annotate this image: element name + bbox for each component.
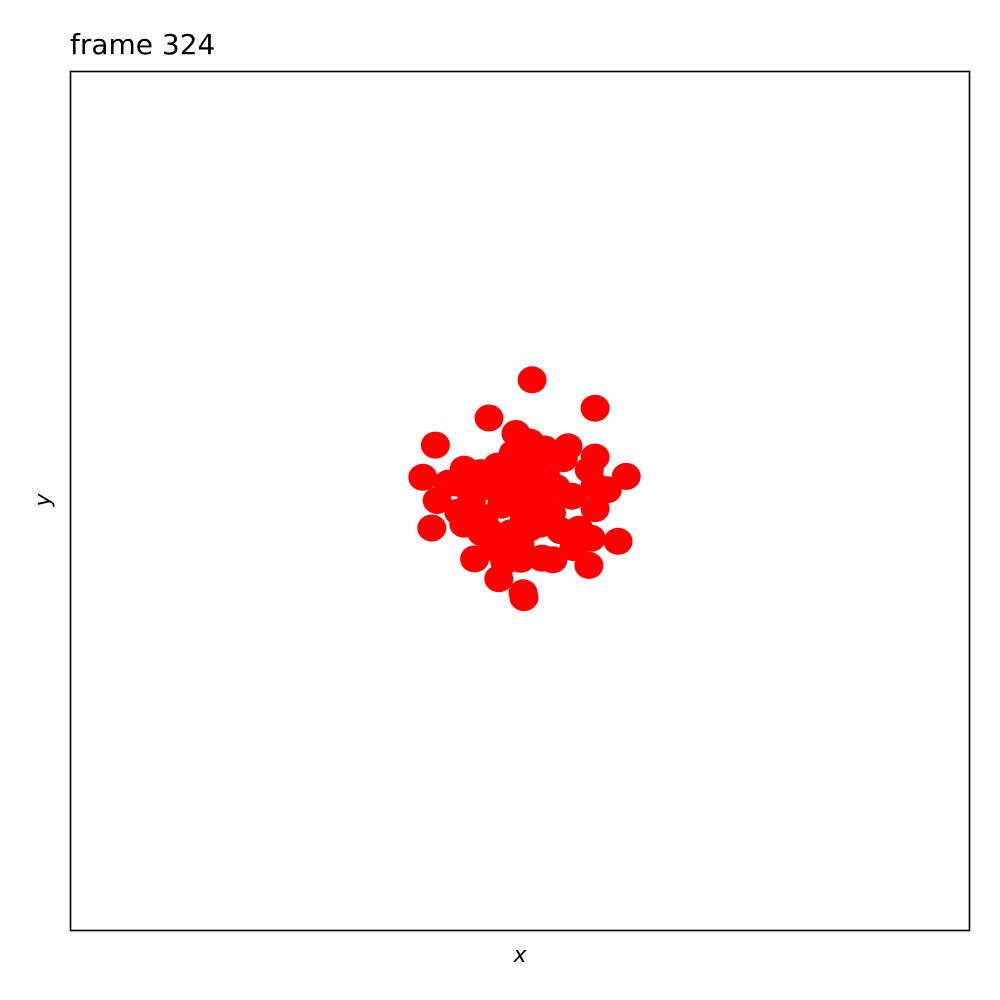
data-point-18 [580, 495, 610, 523]
data-point-64 [530, 435, 560, 463]
data-point-4 [420, 431, 450, 459]
data-point-66 [559, 534, 589, 562]
data-point-58 [514, 514, 544, 542]
data-point-60 [557, 482, 587, 510]
data-point-59 [498, 439, 528, 467]
data-point-55 [492, 487, 521, 514]
data-point-5 [408, 463, 438, 491]
plot-frame [69, 70, 971, 932]
data-points [408, 366, 641, 612]
data-point-65 [433, 469, 463, 497]
data-point-7 [417, 514, 447, 542]
data-point-21 [603, 527, 633, 555]
y-axis-label: y [31, 493, 56, 508]
data-point-30 [509, 584, 539, 612]
data-point-67 [467, 519, 497, 547]
data-point-62 [462, 472, 492, 499]
x-axis-label: x [512, 943, 527, 968]
data-point-1 [580, 394, 610, 422]
chart-title: frame 324 [70, 28, 215, 61]
data-point-3 [474, 404, 504, 432]
data-point-28 [484, 565, 514, 593]
data-point-0 [517, 366, 547, 394]
data-point-24 [538, 546, 568, 574]
